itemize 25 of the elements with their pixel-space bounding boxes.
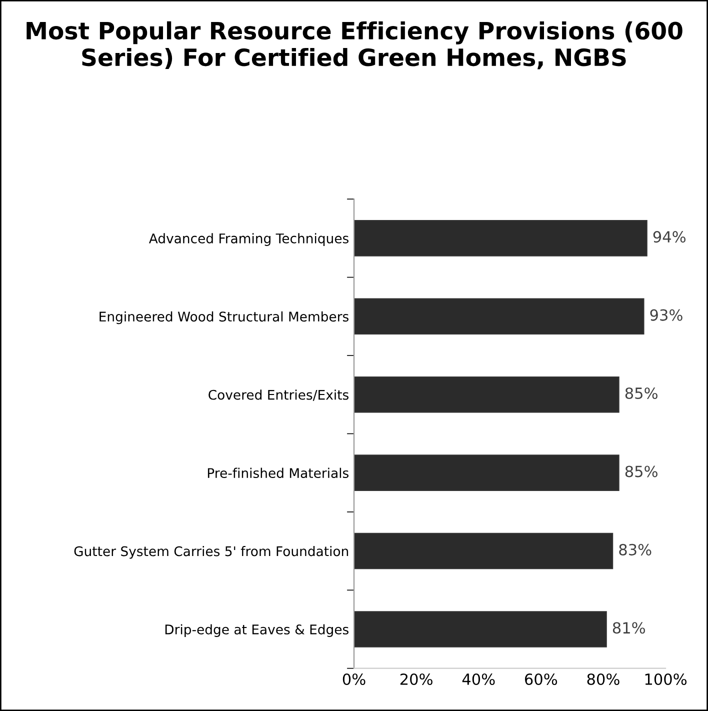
- x-tick-label: 80%: [587, 673, 620, 686]
- x-tick-label: 20%: [400, 673, 432, 686]
- x-tick-label: 40%: [462, 673, 495, 686]
- data-label: 85%: [625, 387, 658, 400]
- y-tick-label: Pre-finished Materials: [208, 468, 348, 478]
- data-label: 85%: [625, 466, 658, 478]
- data-label: 81%: [612, 622, 645, 634]
- y-tick-label: Advanced Framing Techniques: [148, 233, 348, 246]
- x-tick-label: 0%: [342, 673, 366, 686]
- data-label: 93%: [650, 309, 682, 321]
- bar: [354, 376, 620, 413]
- data-label: 83%: [619, 544, 652, 556]
- y-tick-label: Covered Entries/Exits: [208, 390, 348, 401]
- chart-title: Most Popular Resource Efficiency Provisions (600 Series) For Certified Green Homes, NGBS: [26, 21, 682, 70]
- y-tick-label: Engineered Wood Structural Members: [100, 311, 348, 324]
- y-tick-label: Drip-edge at Eaves & Edges: [165, 624, 348, 637]
- bar: [354, 454, 620, 491]
- data-label: 94%: [653, 231, 686, 243]
- bar: [354, 611, 607, 648]
- bar: [354, 220, 648, 256]
- bar: [354, 532, 614, 570]
- y-tick-label: Gutter System Carries 5' from Foundation: [74, 546, 348, 559]
- x-tick-label: 60%: [525, 673, 558, 686]
- x-tick-label: 100%: [645, 673, 687, 686]
- bar: [354, 298, 644, 335]
